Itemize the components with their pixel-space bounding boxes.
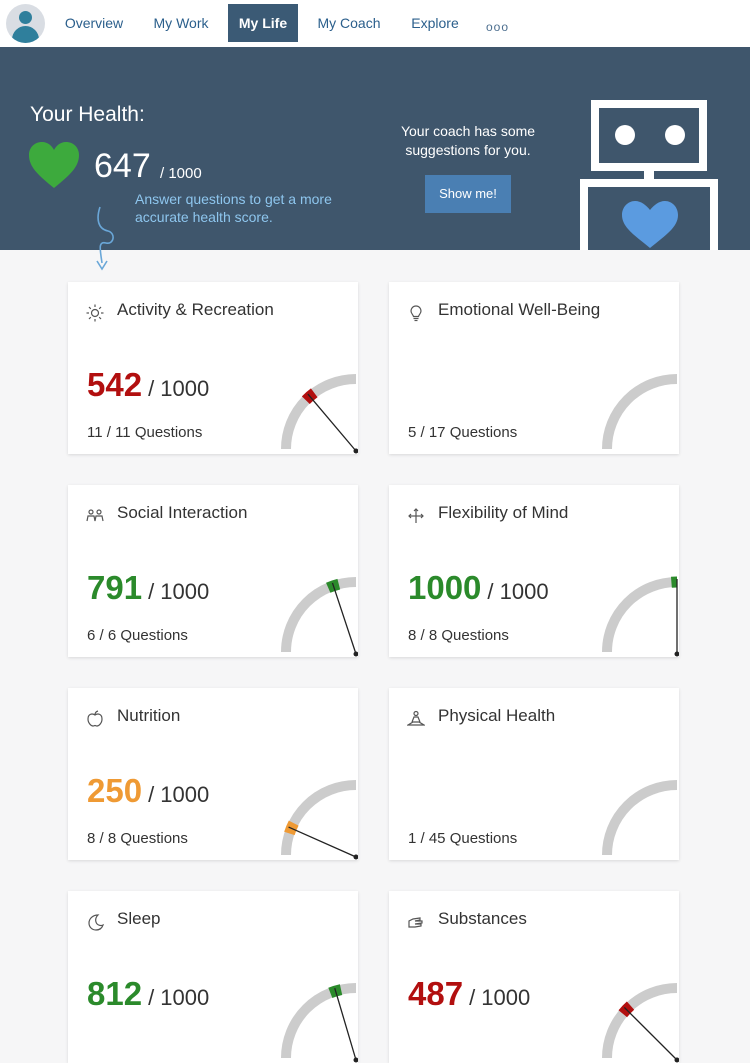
gauge-track — [286, 785, 356, 855]
card-score-max: / 1000 — [487, 579, 548, 604]
people-icon — [86, 507, 104, 525]
score-gauge — [589, 772, 679, 860]
score-gauge — [589, 569, 679, 657]
gauge-needle — [624, 1007, 677, 1060]
arrow-hint-icon — [88, 205, 118, 273]
card-score-value: 542 — [87, 366, 142, 403]
category-card-social-interaction[interactable]: Social Interaction 791/ 1000 6 / 6 Questio… — [68, 485, 358, 657]
category-card-sleep[interactable]: Sleep 812/ 1000 — [68, 891, 358, 1063]
tab-explore[interactable]: Explore — [402, 4, 468, 42]
arrows-icon — [407, 507, 425, 525]
gauge-pivot — [675, 652, 680, 657]
category-card-physical-health[interactable]: Physical Health 1 / 45 Questions — [389, 688, 679, 860]
user-avatar[interactable] — [6, 4, 45, 43]
card-score-value: 1000 — [408, 569, 481, 606]
card-questions-count: 6 / 6 Questions — [87, 627, 188, 644]
tab-my-life[interactable]: My Life — [228, 4, 298, 42]
card-questions-count: 11 / 11 Questions — [87, 424, 202, 441]
gauge-track — [607, 785, 677, 855]
card-score: 250/ 1000 — [87, 772, 209, 810]
top-nav: Overview My Work My Life My Coach Explor… — [0, 0, 750, 47]
meditation-icon — [407, 710, 425, 728]
score-gauge — [268, 569, 358, 657]
card-score: 791/ 1000 — [87, 569, 209, 607]
gauge-needle — [308, 394, 356, 451]
lightbulb-icon — [407, 304, 425, 322]
card-score-value: 487 — [408, 975, 463, 1012]
card-score: 487/ 1000 — [408, 975, 530, 1013]
card-title: Physical Health — [438, 706, 555, 726]
card-score-value: 791 — [87, 569, 142, 606]
hand-icon — [407, 913, 425, 931]
sun-icon — [86, 304, 104, 322]
card-score-value: 250 — [87, 772, 142, 809]
tab-my-work[interactable]: My Work — [144, 4, 218, 42]
category-card-flexibility-of-mind[interactable]: Flexibility of Mind 1000/ 1000 8 / 8 Quest… — [389, 485, 679, 657]
show-me-button[interactable]: Show me! — [425, 175, 511, 213]
gauge-track — [607, 988, 677, 1058]
answer-questions-link[interactable]: Answer questions to get a more accurate … — [135, 190, 375, 226]
card-score-value: 812 — [87, 975, 142, 1012]
card-score-max: / 1000 — [148, 376, 209, 401]
score-gauge — [268, 366, 358, 454]
health-score-max: / 1000 — [160, 165, 202, 182]
more-menu-icon[interactable]: ooo — [486, 20, 509, 34]
card-title: Flexibility of Mind — [438, 503, 568, 523]
card-questions-count: 8 / 8 Questions — [408, 627, 509, 644]
tab-my-coach[interactable]: My Coach — [308, 4, 390, 42]
category-card-activity-recreation[interactable]: Activity & Recreation 542/ 1000 11 / 11 Qu… — [68, 282, 358, 454]
moon-icon — [86, 913, 104, 931]
card-score-max: / 1000 — [148, 985, 209, 1010]
gauge-track — [286, 582, 356, 652]
category-card-nutrition[interactable]: Nutrition 250/ 1000 8 / 8 Questions — [68, 688, 358, 860]
health-score: 647 — [94, 147, 151, 186]
gauge-pivot — [354, 855, 359, 860]
card-questions-count: 8 / 8 Questions — [87, 830, 188, 847]
card-score: 1000/ 1000 — [408, 569, 549, 607]
category-card-substances[interactable]: Substances 487/ 1000 — [389, 891, 679, 1063]
gauge-needle — [289, 827, 356, 857]
score-gauge — [589, 366, 679, 454]
gauge-needle — [335, 988, 356, 1060]
card-title: Emotional Well-Being — [438, 300, 600, 320]
card-title: Activity & Recreation — [117, 300, 274, 320]
gauge-needle — [332, 583, 356, 654]
apple-icon — [86, 710, 104, 728]
score-gauge — [268, 772, 358, 860]
card-score-max: / 1000 — [148, 579, 209, 604]
card-title: Social Interaction — [117, 503, 247, 523]
card-score: 542/ 1000 — [87, 366, 209, 404]
card-score-max: / 1000 — [469, 985, 530, 1010]
heart-icon — [28, 141, 80, 189]
card-questions-count: 1 / 45 Questions — [408, 830, 517, 847]
hero-title: Your Health: — [30, 103, 145, 127]
card-title: Substances — [438, 909, 527, 929]
coach-message: Your coach has some suggestions for you. — [388, 122, 548, 160]
gauge-track — [607, 582, 677, 652]
card-title: Sleep — [117, 909, 160, 929]
robot-coach-icon — [578, 99, 728, 250]
card-questions-count: 5 / 17 Questions — [408, 424, 517, 441]
score-gauge — [268, 975, 358, 1063]
category-card-emotional-well-being[interactable]: Emotional Well-Being 5 / 17 Questions — [389, 282, 679, 454]
card-score: 812/ 1000 — [87, 975, 209, 1013]
score-gauge — [589, 975, 679, 1063]
gauge-pivot — [354, 1058, 359, 1063]
card-title: Nutrition — [117, 706, 180, 726]
tab-overview[interactable]: Overview — [55, 4, 133, 42]
card-score-max: / 1000 — [148, 782, 209, 807]
gauge-track — [607, 379, 677, 449]
gauge-pivot — [354, 652, 359, 657]
